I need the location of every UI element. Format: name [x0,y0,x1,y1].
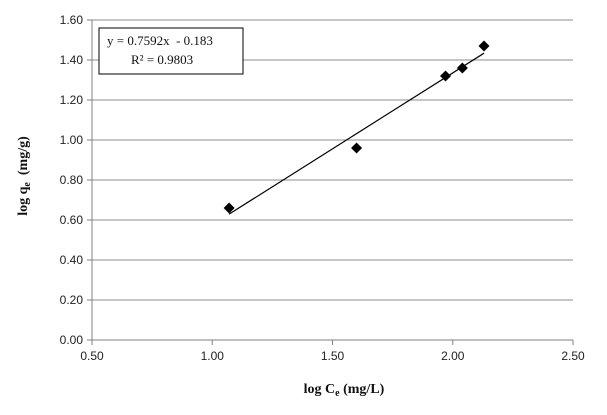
data-point [440,70,452,82]
y-tick-label: 1.00 [60,133,84,147]
y-tick-label: 0.00 [60,333,84,347]
trendline-group [228,52,485,215]
x-tick-label: 1.00 [201,349,225,363]
y-tick-labels: 0.00 0.20 0.40 0.60 0.80 1.00 1.20 1.40 1.60 [60,13,84,347]
y-tick-label: 0.40 [60,253,84,267]
x-tick-label: 0.50 [80,349,104,363]
data-point [478,40,490,52]
x-axis-title: log Ce (mg/L) [304,382,385,399]
x-tick-labels: 0.50 1.00 1.50 2.00 2.50 [80,349,585,363]
trendline [228,52,485,215]
regression-annotation: y = 0.7592x - 0.183 R² = 0.9803 [98,27,244,75]
y-tick-label: 0.20 [60,293,84,307]
x-tick-label: 1.50 [321,349,345,363]
data-point [223,202,235,214]
data-point [456,62,468,74]
axes [87,19,574,345]
annotation-box [98,27,244,75]
y-tick-label: 0.80 [60,173,84,187]
y-axis-title: log qe (mg/g) [16,136,33,216]
y-tick-label: 1.60 [60,13,84,27]
data-points [223,40,490,214]
x-tick-label: 2.00 [441,349,465,363]
y-tick-label: 1.40 [60,53,84,67]
y-tick-label: 1.20 [60,93,84,107]
annotation-equation: y = 0.7592x - 0.183 [107,33,213,48]
annotation-r-squared: R² = 0.9803 [131,52,193,67]
x-tick-label: 2.50 [561,349,585,363]
y-tick-label: 0.60 [60,213,84,227]
data-point [351,142,363,154]
